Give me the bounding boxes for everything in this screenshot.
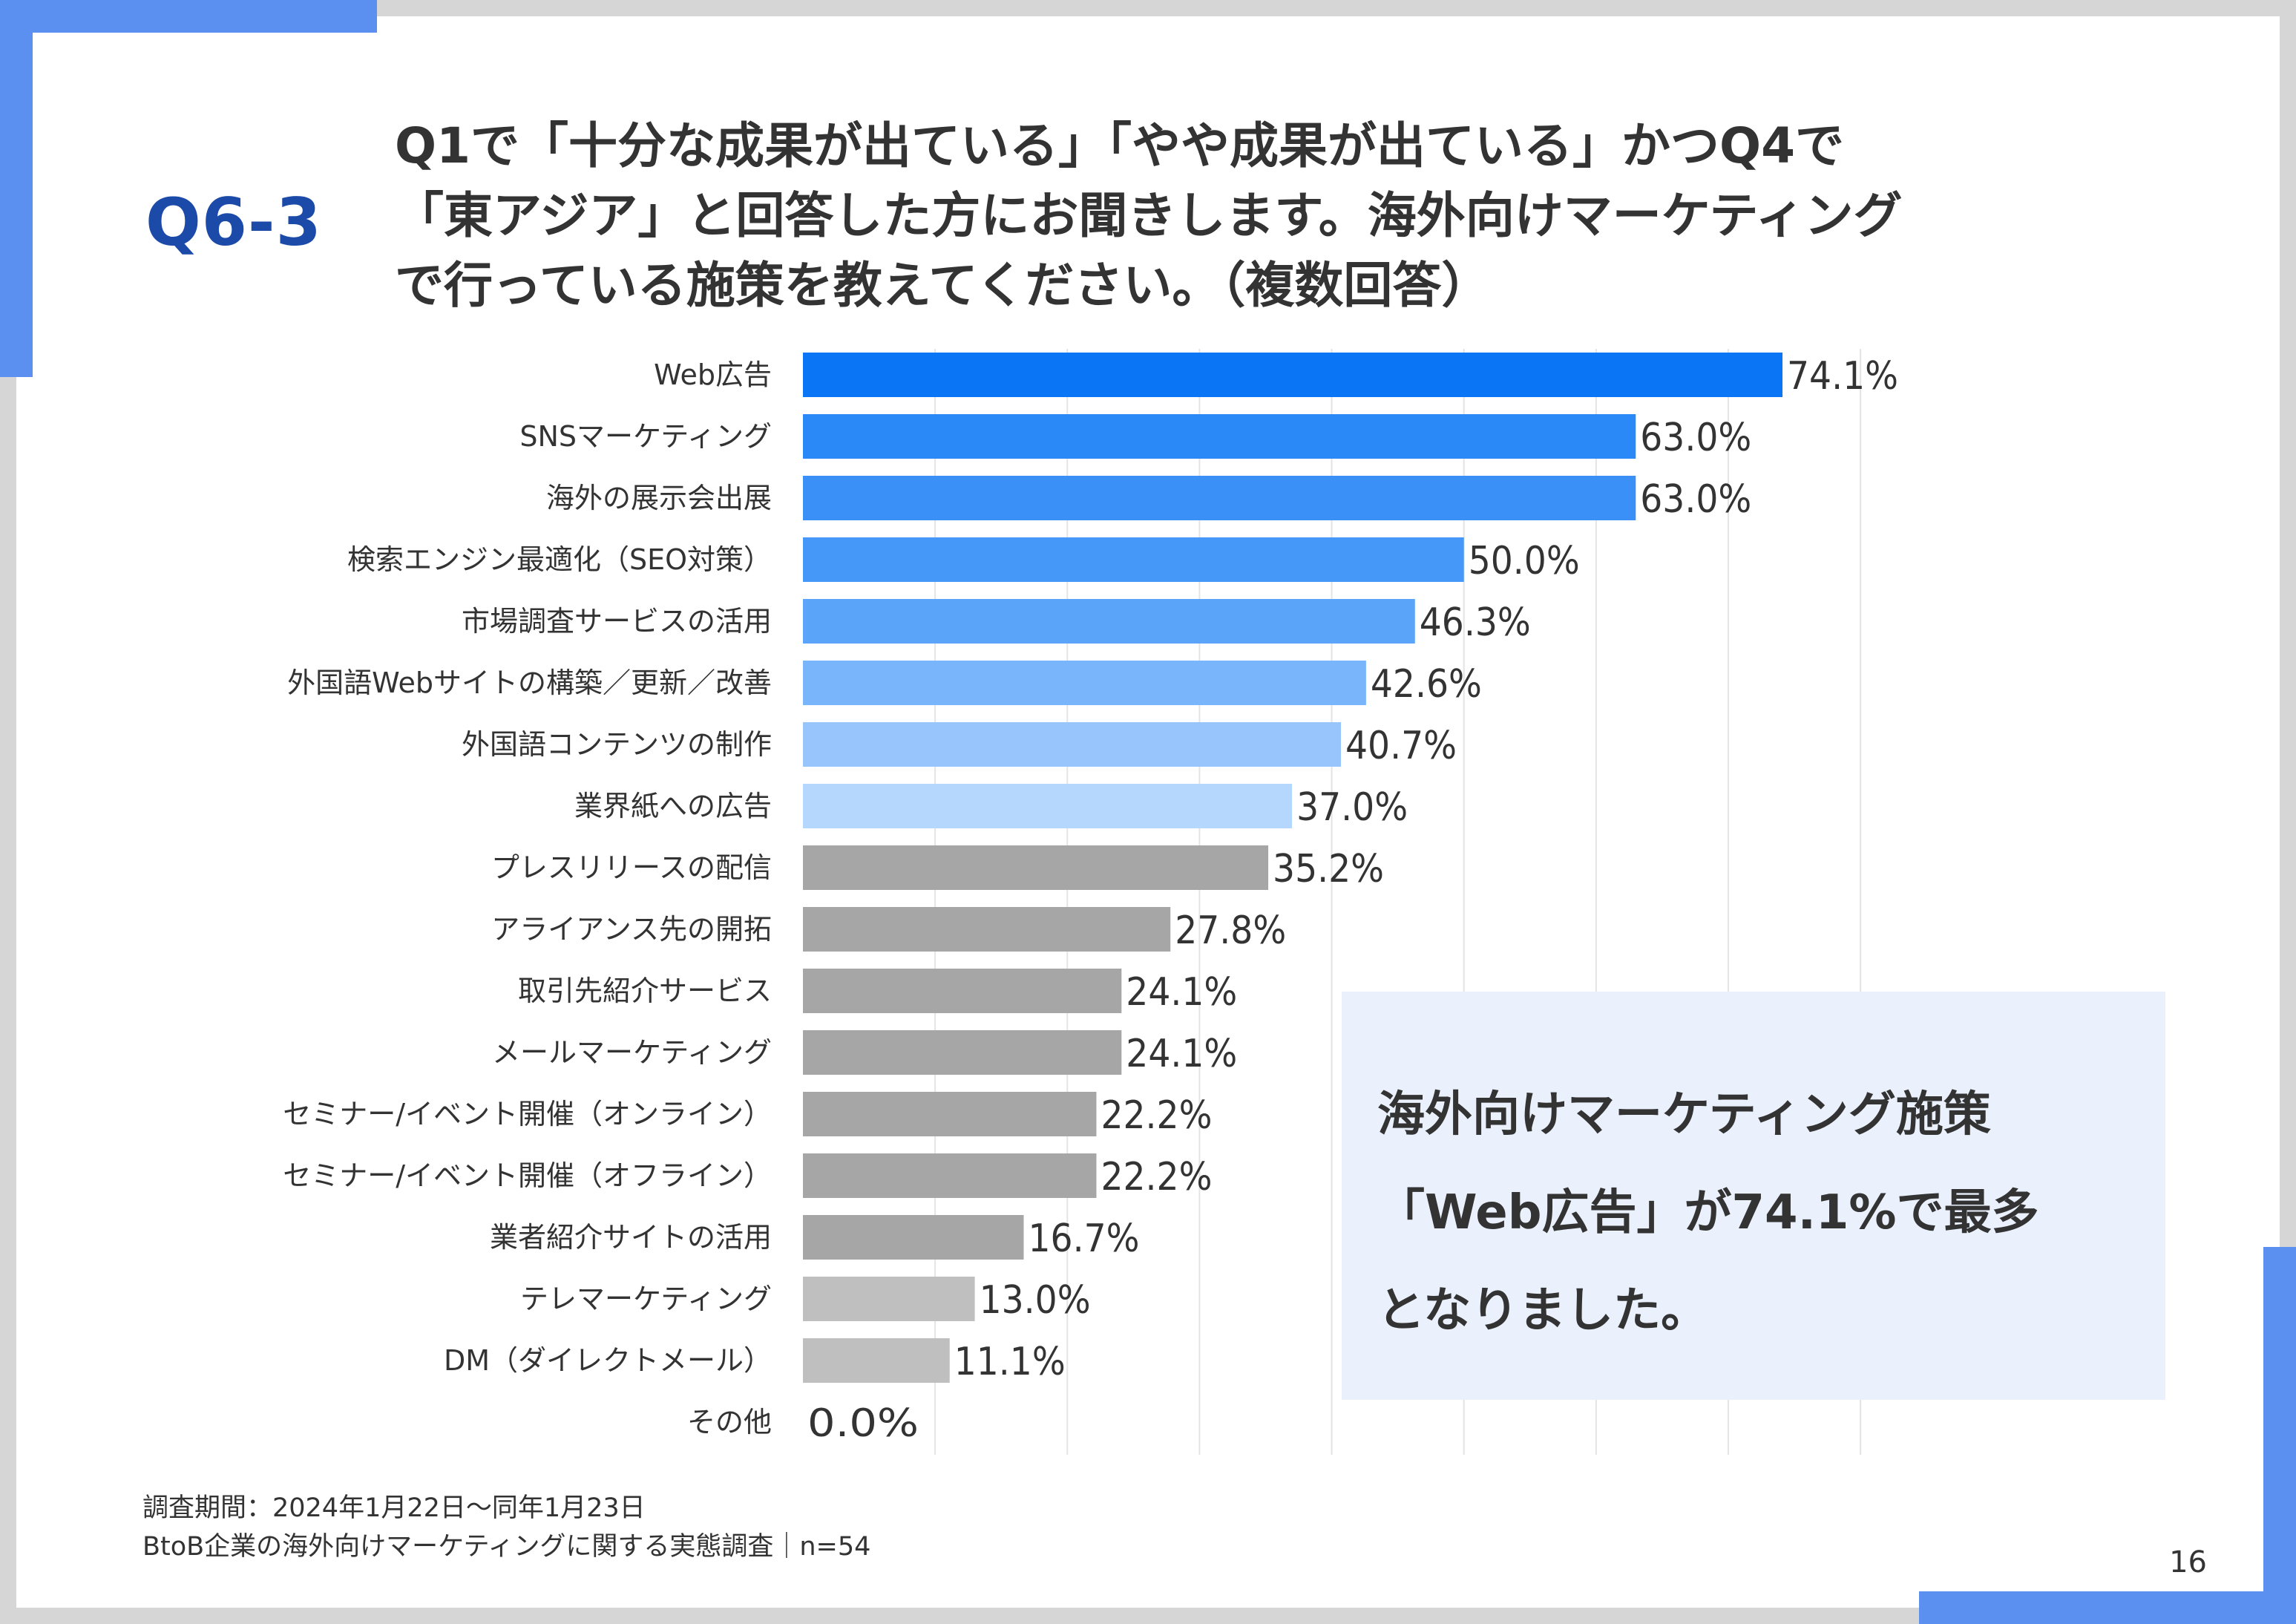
category-label: 海外の展示会出展	[546, 482, 772, 514]
bar	[803, 907, 1171, 952]
value-label: 46.3%	[1420, 600, 1531, 645]
category-label: メールマーケティング	[492, 1036, 772, 1069]
bar	[803, 784, 1293, 828]
value-label: 27.8%	[1175, 908, 1286, 953]
question-title: Q1で「十分な成果が出ている」「やや成果が出ている」かつQ4で 「東アジア」と回…	[395, 111, 2213, 321]
value-label: 24.1%	[1126, 1032, 1237, 1076]
value-label: 16.7%	[1028, 1217, 1139, 1261]
bar	[803, 1030, 1122, 1075]
category-label: セミナー/イベント開催（オンライン）	[283, 1098, 772, 1130]
category-label: DM（ダイレクトメール）	[444, 1344, 772, 1377]
value-label: 35.2%	[1273, 847, 1384, 891]
callout-text: 海外向けマーケティング施策 「Web広告」が74.1%で最多 となりました。	[1377, 1066, 2149, 1360]
bar	[803, 599, 1415, 644]
category-label: SNSマーケティング	[519, 420, 772, 453]
value-label: 22.2%	[1101, 1155, 1212, 1199]
value-label: 42.6%	[1371, 662, 1482, 707]
value-label: 37.0%	[1296, 785, 1408, 830]
chart-bars	[803, 353, 1782, 1383]
category-label: 業界紙への広告	[574, 790, 772, 822]
survey-source: BtoB企業の海外向けマーケティングに関する実態調査｜n=54	[142, 1532, 871, 1562]
chart-labels: Web広告 74.1% SNSマーケティング 63.0% 海外の展示会出展 63.0% 検索…	[283, 354, 1898, 1446]
bar	[803, 1153, 1097, 1198]
value-label: 24.1%	[1126, 970, 1237, 1015]
bar	[803, 414, 1636, 459]
accent-bar-top-left	[0, 0, 377, 33]
category-label: 業者紹介サイトの活用	[490, 1221, 772, 1254]
bar	[803, 845, 1269, 890]
callout-line: 海外向けマーケティング施策	[1377, 1087, 1991, 1142]
category-label: 市場調査サービスの活用	[462, 605, 772, 638]
value-label: 50.0%	[1469, 539, 1580, 583]
bar	[803, 476, 1636, 520]
bar	[803, 969, 1122, 1013]
bar	[803, 537, 1464, 582]
callout-line: となりました。	[1377, 1283, 1709, 1338]
category-label: テレマーケティング	[520, 1283, 772, 1315]
bar	[803, 722, 1342, 767]
title-line: Q1で「十分な成果が出ている」「やや成果が出ている」かつQ4で	[395, 117, 1845, 174]
title-line: で行っている施策を教えてください。（複数回答）	[395, 257, 1491, 314]
summary-callout: 海外向けマーケティング施策 「Web広告」が74.1%で最多 となりました。	[1342, 992, 2165, 1400]
bar	[803, 1338, 950, 1383]
bar	[803, 1092, 1097, 1136]
value-label: 22.2%	[1101, 1093, 1212, 1138]
survey-period: 調査期間：2024年1月22日～同年1月23日	[142, 1493, 646, 1523]
category-label: プレスリリースの配信	[491, 851, 772, 884]
accent-bar-right	[2263, 1247, 2296, 1624]
category-label: その他	[687, 1406, 772, 1438]
value-label: 63.0%	[1640, 477, 1751, 522]
category-label: Web広告	[654, 358, 772, 391]
value-label: 40.7%	[1345, 724, 1457, 768]
question-id: Q6-3	[145, 184, 322, 261]
value-label: 0.0%	[807, 1401, 919, 1446]
category-label: 取引先紹介サービス	[518, 975, 772, 1007]
value-label: 74.1%	[1787, 354, 1898, 399]
survey-footnote: 調査期間：2024年1月22日～同年1月23日 BtoB企業の海外向けマーケティ…	[142, 1489, 870, 1566]
callout-line: 「Web広告」が74.1%で最多	[1377, 1185, 2039, 1240]
category-label: 外国語コンテンツの制作	[462, 728, 772, 761]
value-label: 11.1%	[954, 1340, 1066, 1384]
accent-bar-left	[0, 0, 33, 377]
page-number: 16	[2169, 1545, 2207, 1579]
value-label: 13.0%	[980, 1278, 1091, 1323]
bar	[803, 1215, 1024, 1260]
bar	[803, 661, 1366, 705]
title-line: 「東アジア」と回答した方にお聞きします。海外向けマーケティング	[395, 187, 1903, 244]
bar	[803, 1277, 975, 1321]
category-label: アライアンス先の開拓	[491, 913, 772, 946]
value-label: 63.0%	[1640, 416, 1751, 460]
category-label: セミナー/イベント開催（オフライン）	[283, 1159, 772, 1192]
bar	[803, 353, 1782, 397]
accent-bar-bottom-right	[1919, 1591, 2296, 1624]
category-label: 外国語Webサイトの構築／更新／改善	[287, 667, 772, 699]
category-label: 検索エンジン最適化（SEO対策）	[347, 543, 772, 576]
